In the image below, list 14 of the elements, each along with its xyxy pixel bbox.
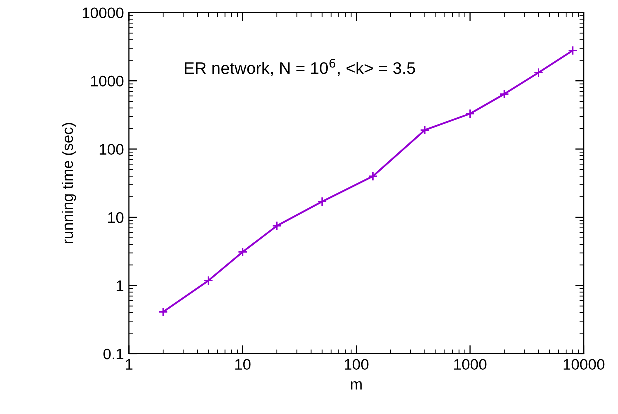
y-tick-label: 100 — [100, 144, 124, 155]
y-axis-title: running time (sec) — [62, 123, 76, 244]
y-tick-label: 10000 — [82, 8, 124, 19]
x-tick-label: 10000 — [564, 359, 605, 370]
y-tick-label: 1000 — [91, 76, 124, 87]
x-tick-label: 10 — [236, 359, 251, 370]
x-tick-label: 1 — [126, 359, 133, 370]
x-tick-label: 1000 — [454, 359, 487, 370]
annotation: ER network, N = 10$^{6}$, <k> = 3.5 — [185, 59, 416, 76]
x-tick-label: 100 — [345, 359, 369, 370]
y-tick-label: 0.1 — [104, 348, 124, 360]
x-axis-title: m — [351, 381, 362, 390]
y-tick-label: 1 — [116, 280, 124, 292]
y-tick-label: 10 — [108, 212, 124, 224]
